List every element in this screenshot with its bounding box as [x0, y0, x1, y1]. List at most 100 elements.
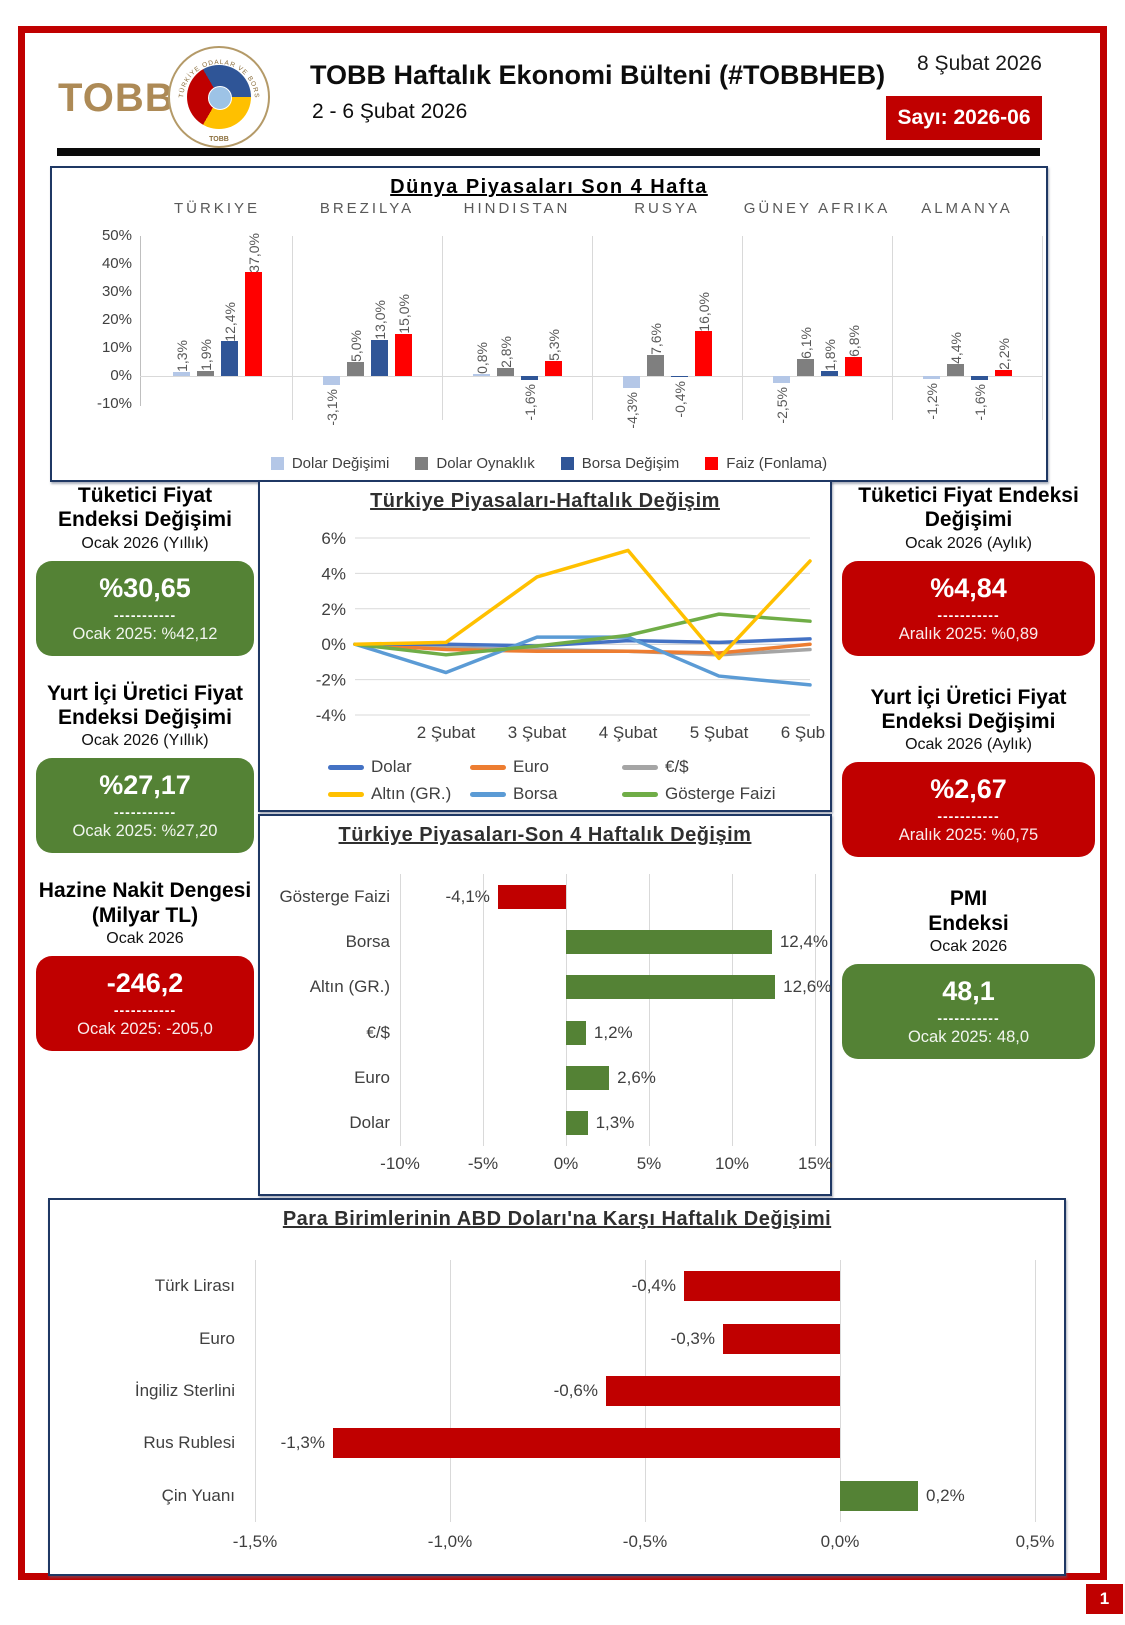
weekly-chart-legend: Dolar Euro €/$ Altın (GR.) Borsa Gösterge Fai… — [328, 757, 812, 804]
bar-value-label: -0,6% — [553, 1381, 598, 1400]
y-axis-tick-label: 40% — [101, 255, 132, 272]
y-axis-tick-label: 0% — [110, 367, 132, 384]
gridline — [840, 1260, 841, 1522]
bar-value-label: 12,6% — [783, 977, 832, 997]
bar-value-label: 37,0% — [246, 232, 262, 273]
stat-subtitle: Ocak 2026 (Aylık) — [905, 534, 1032, 552]
stat-value: 48,1 — [942, 976, 995, 1007]
bar-value-label: 16,0% — [696, 291, 712, 332]
world-chart-legend: Dolar Değişimi Dolar Oynaklık Borsa Değişi… — [52, 455, 1046, 472]
y-axis-tick-label: 20% — [101, 311, 132, 328]
stat-subtitle: Ocak 2026 (Aylık) — [905, 736, 1032, 754]
bar-segment — [606, 1376, 840, 1406]
y-axis-tick-label: 30% — [101, 283, 132, 300]
stat-subtitle: Ocak 2026 (Yıllık) — [81, 732, 209, 750]
bulletin-title: TOBB Haftalık Ekonomi Bülteni (#TOBBHEB) — [310, 60, 886, 90]
x-axis-tick-label: -10% — [380, 1154, 420, 1173]
stat-value-box: %2,67 ----------- Aralık 2025: %0,75 — [842, 762, 1095, 858]
bar-value-label: 1,3% — [595, 1113, 635, 1133]
stat-value: -246,2 — [106, 968, 184, 999]
group-separator-line — [892, 236, 893, 420]
legend-swatch — [328, 764, 364, 770]
x-axis-tick-label: -1,5% — [232, 1532, 278, 1551]
legend-item: €/$ — [622, 757, 812, 777]
legend-label: Altın (GR.) — [371, 784, 452, 803]
stat-title: PMI Endeksi — [928, 887, 1009, 935]
country-label: HINDISTAN — [463, 200, 571, 217]
legend-swatch — [560, 457, 574, 470]
country-label: BREZILYA — [319, 200, 415, 217]
stat-value: %27,17 — [99, 770, 191, 801]
stat-block: Hazine Nakit Dengesi (Milyar TL) Ocak 202… — [36, 879, 254, 1052]
bar-segment — [173, 372, 190, 376]
bar-segment — [923, 376, 940, 380]
y-axis-tick-label: 4% — [321, 564, 346, 583]
gridline — [450, 1260, 451, 1522]
group-separator-line — [592, 236, 593, 420]
bar-segment — [497, 884, 566, 909]
category-label: Dolar — [349, 1113, 390, 1133]
category-label: Altın (GR.) — [309, 977, 390, 997]
bar-value-label: 1,9% — [198, 338, 214, 371]
y-axis-line — [140, 236, 141, 406]
bar-segment — [473, 373, 490, 376]
bar-value-label: 1,2% — [593, 1022, 633, 1042]
stat-divider: ----------- — [113, 804, 177, 821]
stat-divider: ----------- — [113, 606, 177, 623]
legend-swatch — [705, 457, 719, 470]
bar-segment — [684, 1271, 840, 1302]
y-axis-tick-label: -10% — [96, 395, 132, 412]
bar-value-label: 13,0% — [372, 299, 388, 340]
bar-value-label: 2,2% — [996, 337, 1012, 370]
x-axis-tick-label: 5% — [636, 1154, 662, 1173]
bar-segment — [623, 376, 640, 389]
bar-value-label: 12,4% — [222, 301, 238, 342]
bar-value-label: 2,6% — [617, 1068, 656, 1087]
legend-swatch — [328, 791, 364, 797]
bar-segment — [566, 1111, 588, 1136]
x-axis-tick-label: 10% — [714, 1154, 750, 1173]
legend-swatch — [622, 764, 658, 770]
bar-segment — [647, 354, 664, 376]
stat-previous-value: Ocak 2025: %27,20 — [72, 822, 218, 841]
legend-label: Borsa — [513, 784, 558, 803]
bar-value-label: 15,0% — [396, 294, 412, 334]
line-series — [353, 635, 812, 687]
legend-item: Dolar Değişimi — [270, 455, 389, 472]
stat-previous-value: Ocak 2025: 48,0 — [907, 1028, 1030, 1047]
stat-divider: ----------- — [937, 606, 1000, 623]
x-axis-tick-label: -5% — [467, 1154, 499, 1173]
report-date: 8 Şubat 2026 — [917, 52, 1042, 75]
gridline — [649, 874, 650, 1146]
bar-value-label: -1,6% — [972, 384, 988, 422]
bar-value-label: -1,3% — [280, 1433, 325, 1453]
stat-title: Tüketici Fiyat Endeksi Değişimi — [58, 484, 232, 532]
legend-swatch — [470, 764, 506, 770]
bar-segment — [797, 358, 814, 376]
legend-item: Dolar Oynaklık — [415, 455, 535, 472]
legend-label: Faiz (Fonlama) — [726, 455, 828, 472]
gridline — [566, 874, 567, 1146]
x-axis-tick-label: -1,0% — [427, 1532, 473, 1551]
stat-block: Tüketici Fiyat Endeksi Değişimi Ocak 2026… — [36, 484, 254, 656]
four-week-change-bar-chart: Türkiye Piyasaları-Son 4 Haftalık Değişi… — [258, 814, 832, 1196]
y-axis-tick-label: 6% — [321, 529, 346, 548]
bar-value-label: 0,8% — [474, 341, 490, 374]
country-label: TÜRKIYE — [173, 200, 260, 217]
stat-previous-value: Aralık 2025: %0,89 — [898, 624, 1039, 643]
legend-item: Altın (GR.) — [328, 784, 470, 804]
group-separator-line — [292, 236, 293, 420]
bar-segment — [971, 376, 988, 381]
category-label: Borsa — [345, 932, 390, 951]
legend-item: Faiz (Fonlama) — [705, 455, 827, 472]
legend-label: Gösterge Faizi — [665, 784, 776, 803]
stat-subtitle: Ocak 2026 — [929, 938, 1008, 956]
bar-segment — [821, 370, 838, 376]
bar-segment — [197, 370, 214, 376]
legend-swatch — [270, 457, 284, 470]
world-chart-plot-area: 50% 40% 30% 20% 10% 0% -10% TÜRKIYE BREZILYA HIND… — [52, 168, 1046, 480]
stat-title: Yurt İçi Üretici Fiyat Endeksi Değişimi — [870, 685, 1067, 734]
bar-value-label: 7,6% — [648, 322, 664, 355]
four-week-chart-plot-area: -10% -5% 0% 5% 10% 15% Gösterge Faizi -4,1% Bors… — [260, 816, 832, 1194]
